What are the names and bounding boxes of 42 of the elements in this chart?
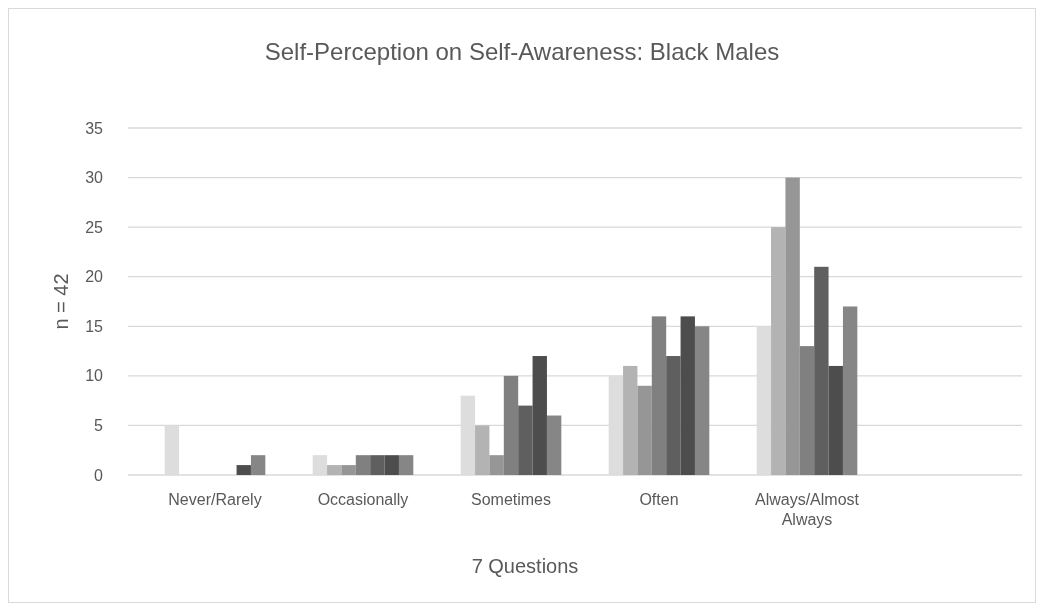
bar (475, 425, 490, 475)
bar (370, 455, 385, 475)
bar (341, 465, 356, 475)
bar (771, 227, 786, 475)
bar (680, 316, 695, 475)
bar (518, 405, 533, 475)
y-tick-label: 35 (85, 119, 104, 137)
chart-title: Self-Perception on Self-Awareness: Black Males (264, 38, 780, 65)
bar (355, 455, 371, 475)
bar (785, 177, 800, 475)
y-tick-label: 25 (85, 218, 104, 236)
bar (546, 415, 562, 475)
x-tick-label: Occasionally (317, 491, 409, 508)
x-tick-label: Often (639, 491, 679, 508)
y-axis-title: n = 42 (50, 273, 72, 330)
x-axis-title: 7 Questions (471, 555, 579, 577)
x-tick-label: Never/Rarely (168, 491, 262, 508)
bar (651, 316, 667, 475)
bar (637, 385, 652, 475)
bar (814, 266, 829, 475)
y-tick-label: 5 (94, 417, 104, 435)
x-tick-label: Sometimes (470, 491, 552, 508)
y-tick-label: 0 (94, 466, 104, 484)
y-tick-label: 20 (85, 268, 104, 286)
bar (666, 356, 681, 475)
y-tick-label: 15 (85, 317, 104, 335)
bar (236, 465, 251, 475)
bar (694, 326, 710, 475)
x-tick-label: Always/Almost Always (754, 491, 860, 528)
y-tick-label: 30 (85, 169, 104, 187)
bar (842, 306, 858, 475)
bar (384, 455, 399, 475)
bar (489, 455, 504, 475)
bar (532, 356, 547, 475)
bar (828, 365, 843, 475)
bar (398, 455, 414, 475)
bar (623, 365, 638, 475)
bar (503, 375, 519, 475)
bar (799, 346, 815, 475)
bar (327, 465, 342, 475)
y-tick-label: 10 (85, 367, 104, 385)
bar (250, 455, 266, 475)
